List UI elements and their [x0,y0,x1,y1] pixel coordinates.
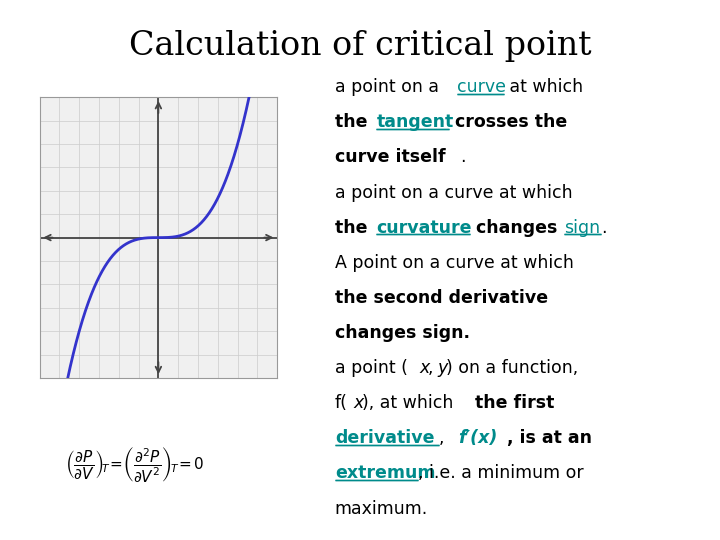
Text: curve: curve [456,78,505,96]
Text: , is at an: , is at an [507,429,592,447]
Text: x: x [354,394,364,412]
Text: f(: f( [335,394,348,412]
Text: x: x [419,359,429,377]
Text: changes: changes [470,219,564,237]
Text: .: . [460,148,465,166]
Text: y: y [438,359,448,377]
Text: crosses the: crosses the [449,113,567,131]
Text: the: the [335,113,373,131]
Text: ,: , [439,429,450,447]
Text: a point on a curve at which: a point on a curve at which [335,184,572,201]
Text: a point on a: a point on a [335,78,444,96]
Text: curvature: curvature [377,219,472,237]
Text: the first: the first [475,394,554,412]
Text: the second derivative: the second derivative [335,289,548,307]
Text: tangent: tangent [377,113,454,131]
Text: ,: , [428,359,433,377]
Text: extremum: extremum [335,464,436,482]
Text: f′(x): f′(x) [458,429,497,447]
Text: A point on a curve at which: A point on a curve at which [335,254,574,272]
Text: sign: sign [564,219,600,237]
Text: .: . [601,219,607,237]
Text: curve itself: curve itself [335,148,446,166]
Text: changes sign.: changes sign. [335,324,470,342]
Text: the: the [335,219,373,237]
Text: maximum.: maximum. [335,500,428,517]
Text: Calculation of critical point: Calculation of critical point [129,30,591,62]
Text: ), at which: ), at which [362,394,459,412]
Text: $\left(\dfrac{\partial P}{\partial V}\right)_{\!T}\!=\!\left(\dfrac{\partial^2 P: $\left(\dfrac{\partial P}{\partial V}\ri… [65,445,204,484]
Text: ) on a function,: ) on a function, [446,359,579,377]
Text: , i.e. a minimum or: , i.e. a minimum or [418,464,584,482]
Text: derivative: derivative [335,429,434,447]
Text: at which: at which [503,78,582,96]
Text: a point (: a point ( [335,359,408,377]
